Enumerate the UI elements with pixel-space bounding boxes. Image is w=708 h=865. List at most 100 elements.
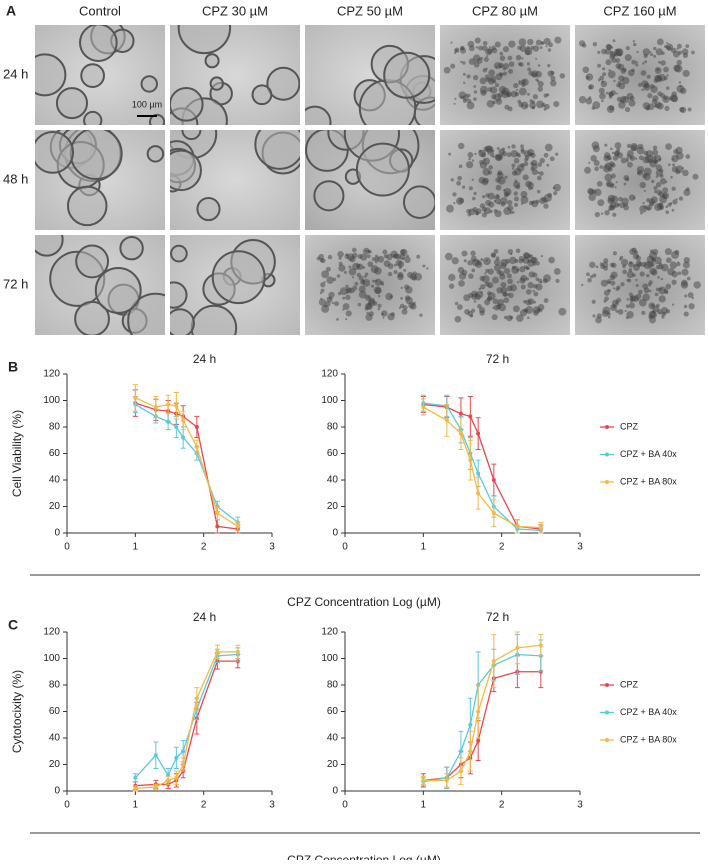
debris: [589, 275, 593, 279]
debris: [532, 289, 535, 293]
debris: [478, 306, 486, 314]
debris: [484, 272, 487, 275]
debris: [525, 180, 532, 188]
debris: [673, 149, 679, 155]
organoid: [209, 76, 224, 91]
debris: [521, 82, 526, 88]
debris: [602, 306, 611, 315]
debris: [496, 269, 502, 275]
debris: [485, 77, 490, 82]
debris: [520, 144, 524, 149]
debris: [324, 300, 331, 307]
debris: [654, 292, 659, 297]
debris: [471, 268, 476, 273]
y-tick-label: 100: [43, 653, 60, 664]
y-tick-label: 20: [49, 501, 61, 512]
debris: [372, 279, 376, 283]
debris: [496, 287, 503, 294]
debris: [338, 256, 342, 260]
debris: [416, 254, 421, 259]
debris: [345, 284, 349, 289]
debris: [519, 266, 526, 273]
debris: [595, 316, 602, 324]
legend-marker: [605, 683, 609, 687]
debris: [381, 312, 384, 316]
debris: [346, 253, 355, 261]
x-axis-label: CPZ Concentration Log (µM): [287, 595, 441, 609]
data-point: [133, 786, 138, 791]
debris: [502, 71, 508, 76]
scale-bar-label: 100 µm: [132, 99, 162, 109]
debris: [486, 100, 495, 108]
debris: [537, 171, 540, 175]
debris: [641, 88, 644, 91]
debris: [592, 145, 600, 153]
debris: [637, 143, 644, 150]
debris: [599, 92, 606, 100]
debris: [448, 152, 452, 156]
debris: [619, 255, 624, 260]
debris: [482, 40, 488, 46]
debris: [553, 183, 561, 192]
micrograph-content: [446, 142, 561, 218]
debris: [629, 96, 635, 101]
debris: [635, 61, 638, 64]
debris: [671, 186, 676, 191]
debris: [600, 212, 604, 215]
debris: [494, 198, 501, 205]
debris: [655, 175, 658, 178]
debris: [539, 46, 543, 50]
x-tick-label: 1: [133, 542, 139, 553]
debris: [615, 287, 620, 292]
y-tick-label: 40: [327, 733, 339, 744]
debris: [650, 303, 655, 308]
debris: [643, 205, 648, 209]
x-tick-label: 0: [64, 800, 70, 811]
debris: [373, 301, 378, 306]
debris: [364, 306, 369, 311]
organoid: [127, 292, 165, 335]
debris: [635, 63, 639, 67]
debris: [506, 285, 513, 292]
debris: [620, 95, 627, 102]
x-tick-label: 2: [499, 800, 505, 811]
fit-line: [423, 644, 541, 782]
debris: [491, 314, 498, 321]
debris: [665, 257, 672, 264]
organoid: [74, 300, 110, 335]
debris: [492, 298, 499, 305]
debris: [535, 70, 543, 78]
debris: [352, 262, 360, 271]
debris: [544, 143, 553, 152]
micrograph: [305, 235, 435, 335]
debris: [604, 210, 610, 216]
data-point: [235, 649, 240, 654]
debris: [524, 155, 530, 160]
debris: [607, 315, 611, 319]
debris: [480, 152, 487, 158]
debris: [643, 287, 650, 294]
debris: [387, 271, 393, 277]
debris: [526, 62, 531, 66]
debris: [506, 315, 513, 322]
debris: [471, 308, 476, 313]
micrograph: [305, 25, 435, 125]
debris: [492, 276, 499, 284]
debris: [547, 48, 552, 52]
debris: [520, 101, 529, 110]
debris: [527, 282, 534, 289]
debris: [507, 248, 514, 255]
data-point: [174, 755, 179, 760]
debris: [599, 165, 603, 169]
debris: [623, 182, 627, 186]
debris: [629, 248, 637, 256]
debris: [544, 199, 548, 203]
debris: [516, 164, 525, 172]
debris: [404, 256, 411, 264]
x-tick-label: 2: [201, 800, 207, 811]
debris: [328, 291, 335, 299]
debris: [478, 287, 482, 291]
debris: [488, 201, 495, 208]
debris: [488, 46, 491, 49]
debris: [635, 284, 639, 287]
